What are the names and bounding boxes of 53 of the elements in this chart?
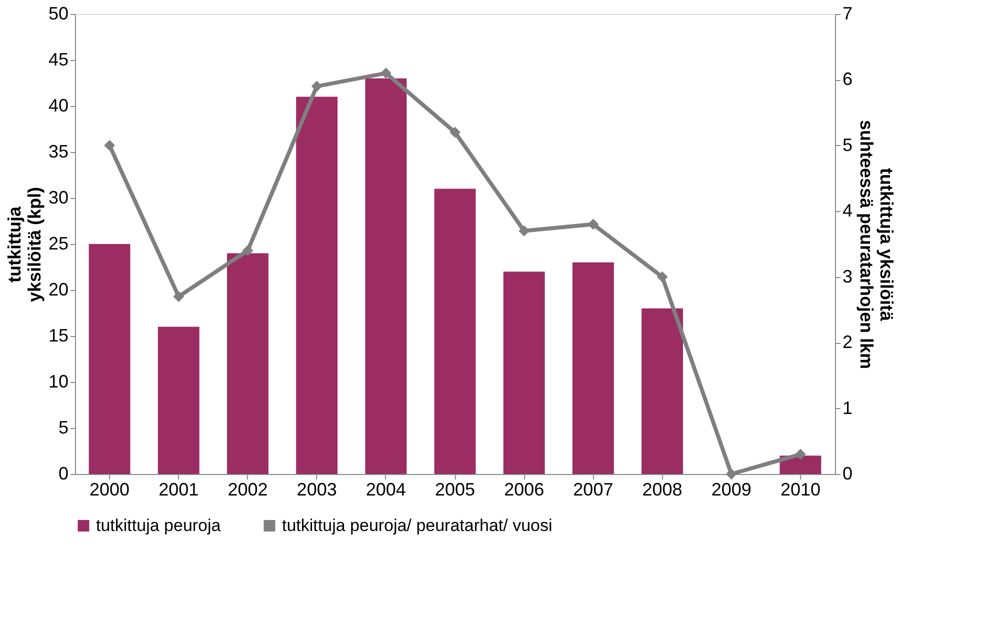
point: [588, 218, 599, 230]
y-axis-title: tutkittuja yksilöitä (kpl): [4, 186, 44, 302]
bar: [365, 78, 407, 474]
x-tick-label: 2008: [642, 480, 682, 500]
x-tick-label: 2002: [228, 480, 268, 500]
bar: [642, 308, 683, 474]
point: [380, 68, 392, 79]
bar: [434, 188, 476, 474]
y-tick-label: 15: [48, 326, 68, 346]
x-tick-label: 2007: [573, 480, 614, 500]
y-tick-label: 35: [48, 142, 68, 162]
x-tick-label: 2000: [90, 480, 130, 500]
x-tick-label: 2009: [711, 480, 752, 500]
x-tick-label: 2001: [158, 480, 199, 500]
y2-axis-title: tutkittuja yksilöitä suhteessä peuratarhojen lkm: [856, 120, 897, 370]
y2-tick-label: 5: [842, 134, 853, 155]
bar: [503, 272, 545, 474]
y2-tick-label: 3: [842, 266, 853, 286]
legend-label: tutkittuja peuroja/ peuratarhat/ vuosi: [282, 516, 552, 535]
point: [104, 140, 116, 151]
x-tick-label: 2010: [780, 480, 820, 500]
legend-label: tutkittuja peuroja: [96, 516, 222, 535]
y2-tick-label: 0: [842, 464, 853, 484]
y2-tick-label: 4: [842, 200, 853, 221]
x-tick-label: 2005: [434, 480, 476, 500]
y-tick-label: 20: [48, 280, 68, 300]
y2-tick-label: 1: [842, 398, 853, 418]
y2-tick-label: 7: [842, 4, 853, 24]
point: [450, 126, 460, 138]
y-tick-label: 45: [48, 50, 68, 70]
point: [726, 468, 737, 480]
point: [242, 245, 254, 256]
y-tick-label: 0: [58, 464, 68, 484]
point: [173, 291, 184, 302]
point: [656, 271, 668, 282]
bar: [158, 326, 200, 474]
point: [311, 80, 322, 92]
point: [794, 448, 806, 460]
bar: [88, 244, 130, 474]
bar: [227, 253, 268, 474]
y-tick-label: 30: [48, 188, 68, 208]
y-tick-label: 50: [48, 4, 68, 24]
y-tick-label: 40: [48, 96, 68, 116]
y-tick-label: 10: [48, 372, 68, 392]
bar: [572, 262, 614, 474]
y2-tick-label: 6: [842, 69, 853, 90]
x-tick-label: 2006: [504, 480, 544, 500]
y2-tick-label: 2: [842, 332, 853, 352]
x-tick-label: 2003: [296, 480, 337, 500]
y-tick-label: 25: [48, 234, 68, 254]
bar: [296, 96, 338, 474]
x-tick-label: 2004: [366, 480, 406, 500]
y-tick-label: 5: [58, 418, 68, 438]
